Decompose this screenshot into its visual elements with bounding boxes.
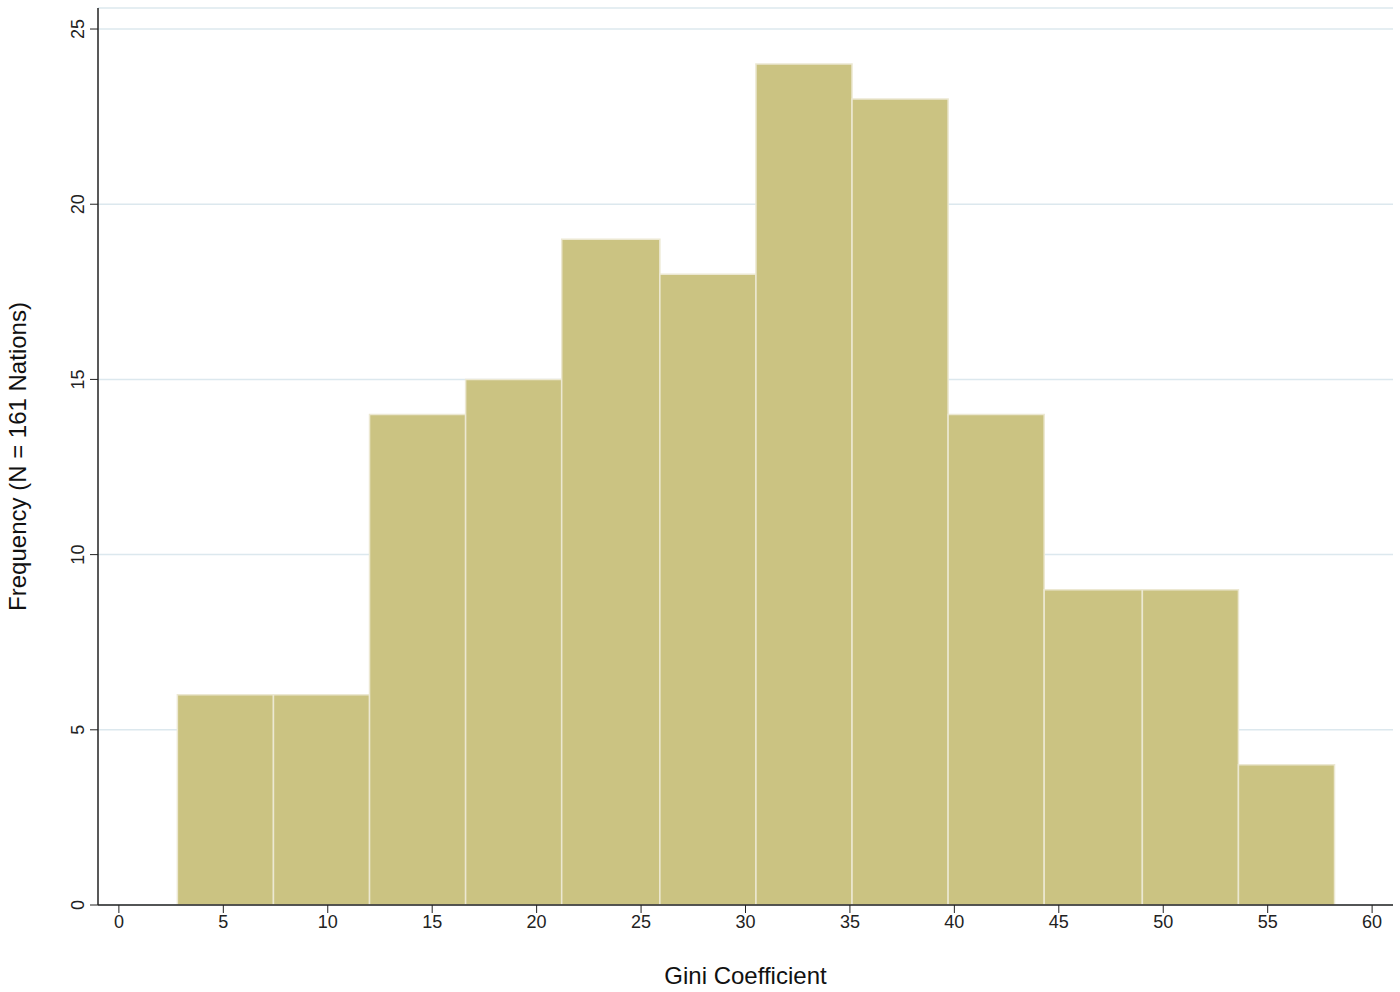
svg-text:0: 0 — [68, 900, 88, 910]
svg-text:0: 0 — [114, 912, 124, 932]
svg-text:15: 15 — [422, 912, 442, 932]
svg-text:25: 25 — [631, 912, 651, 932]
svg-text:55: 55 — [1258, 912, 1278, 932]
svg-text:50: 50 — [1153, 912, 1173, 932]
svg-text:25: 25 — [68, 19, 88, 39]
svg-text:Frequency (N = 161 Nations): Frequency (N = 161 Nations) — [8, 302, 31, 611]
svg-text:10: 10 — [318, 912, 338, 932]
svg-text:20: 20 — [68, 194, 88, 214]
svg-text:20: 20 — [527, 912, 547, 932]
svg-text:35: 35 — [840, 912, 860, 932]
svg-text:15: 15 — [68, 369, 88, 389]
svg-text:5: 5 — [68, 725, 88, 735]
svg-text:5: 5 — [218, 912, 228, 932]
svg-text:45: 45 — [1049, 912, 1069, 932]
svg-text:10: 10 — [68, 545, 88, 565]
svg-text:60: 60 — [1362, 912, 1382, 932]
svg-text:Gini Coefficient: Gini Coefficient — [664, 962, 827, 989]
svg-text:30: 30 — [735, 912, 755, 932]
svg-text:40: 40 — [944, 912, 964, 932]
